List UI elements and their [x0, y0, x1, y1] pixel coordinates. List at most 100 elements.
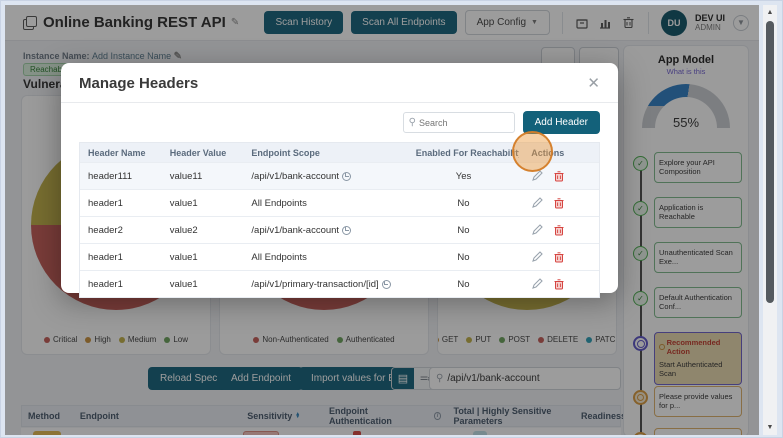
scope-cell: All Endpoints [251, 251, 307, 263]
delete-header-icon[interactable] [553, 251, 565, 263]
edit-header-icon[interactable] [531, 170, 544, 182]
table-view-button[interactable]: ▤ [392, 368, 414, 389]
scope-info-icon[interactable] [342, 225, 352, 235]
delete-header-icon[interactable] [553, 170, 565, 182]
legend-label: High [94, 335, 111, 344]
scope-info-icon[interactable] [381, 279, 391, 289]
headers-table: Header Name Header Value Endpoint Scope … [79, 142, 600, 298]
col-header-name: Header Name [88, 147, 146, 158]
user-menu-chevron-icon[interactable]: ▼ [733, 14, 749, 31]
instance-name-label: Instance Name: [23, 51, 90, 61]
legend-label: Non-Authenticated [262, 335, 329, 344]
timeline-item-label: Application is Reachable [654, 197, 742, 228]
add-header-button[interactable]: Add Header [522, 111, 600, 134]
scope-cell: All Endpoints [251, 197, 307, 209]
header-row: header1 value1 All Endpoints No [80, 244, 599, 271]
edit-header-icon[interactable] [531, 224, 544, 236]
add-endpoint-button[interactable]: Add Endpoint [219, 367, 304, 390]
legend-dot [253, 336, 260, 343]
recommended-box[interactable]: Recommended Action Start Authenticated S… [654, 332, 742, 385]
legend-dot [466, 336, 473, 343]
scroll-down-icon[interactable]: ▼ [766, 424, 774, 431]
page-title: Online Banking REST API [43, 14, 226, 31]
col-method[interactable]: Method [28, 411, 60, 421]
import-bolt-button[interactable]: Import values for Bolt [299, 367, 418, 390]
copy-icon[interactable] [23, 16, 37, 30]
legend-dot [538, 336, 545, 343]
severity-legend: Critical High Medium Low [22, 335, 210, 344]
archive-icon[interactable] [575, 15, 590, 30]
enabled-cell: No [457, 197, 470, 209]
legend-dot [336, 336, 343, 343]
sort-icon[interactable]: ▲▼ [295, 411, 301, 420]
legend-label: Medium [127, 335, 157, 344]
instance-name-value[interactable]: Add Instance Name [92, 51, 172, 61]
col-params[interactable]: Total | Highly Sensitive Parameters [453, 406, 552, 426]
scrollbar-thumb[interactable] [766, 21, 774, 303]
what-is-this-link[interactable]: What is this [666, 67, 706, 76]
scope-cell: /api/v1/bank-account [251, 224, 340, 236]
analytics-icon[interactable] [598, 15, 613, 30]
enabled-cell: Yes [455, 170, 472, 182]
instance-name-row: Instance Name: Add Instance Name ✎ [23, 51, 182, 62]
scope-cell: /api/v1/primary-transaction/[id] [251, 278, 379, 290]
legend-label: PATCH [595, 335, 616, 344]
header-value-cell: value2 [169, 224, 198, 236]
app-config-label: App Config [476, 17, 527, 28]
scan-all-endpoints-button[interactable]: Scan All Endpoints [351, 11, 457, 34]
edit-instance-icon[interactable]: ✎ [173, 51, 182, 62]
window-scrollbar[interactable]: ▲ ▼ [763, 5, 777, 435]
user-name: DEV UI [694, 12, 725, 23]
manage-headers-modal: Manage Headers ✕ ⚲ Add Header Header Nam… [61, 63, 618, 298]
edit-header-icon[interactable] [531, 251, 544, 263]
methods-legend: GET PUT POST DELETE PATCH [438, 335, 616, 344]
col-sensitivity[interactable]: Sensitivity ▲ ▼ [247, 411, 301, 421]
delete-header-icon[interactable] [553, 224, 565, 236]
header-value-cell: value11 [169, 170, 203, 182]
endpoint-search: ⚲ [429, 367, 621, 390]
legend-label: POST [508, 335, 531, 344]
col-endpoint-auth[interactable]: Endpoint Authentication i [323, 406, 448, 426]
header-name-cell: header111 [88, 170, 133, 182]
scope-info-icon[interactable] [342, 171, 352, 181]
header-value-cell: value1 [169, 278, 198, 290]
search-icon: ⚲ [408, 117, 416, 128]
delete-header-icon[interactable] [553, 197, 565, 209]
legend-label: PUT [475, 335, 492, 344]
delete-app-icon[interactable] [621, 15, 636, 30]
timeline-item-label: Please provide values for p... [654, 386, 742, 417]
clock-icon [659, 344, 665, 351]
app-model-gauge: 55% [642, 84, 730, 130]
edit-header-icon[interactable] [531, 278, 544, 290]
scan-history-button[interactable]: Scan History [264, 11, 344, 34]
legend-label: GET [441, 335, 459, 344]
search-icon: ⚲ [436, 373, 444, 384]
enabled-cell: No [457, 224, 470, 236]
header-value-cell: value1 [169, 197, 198, 209]
header-search-input[interactable] [418, 117, 509, 128]
reload-spec-button[interactable]: Reload Spec [148, 367, 230, 390]
timeline-item-label: Explore your API Composition [654, 152, 742, 183]
legend-label: DELETE [547, 335, 579, 344]
check-icon: ✓ [633, 201, 648, 216]
col-endpoint[interactable]: Endpoint [79, 411, 119, 421]
delete-header-icon[interactable] [553, 278, 565, 290]
scroll-up-icon[interactable]: ▲ [766, 9, 774, 16]
app-config-dropdown[interactable]: App Config ▼ [464, 10, 550, 35]
edit-title-icon[interactable]: ✎ [230, 17, 240, 28]
header-name-cell: header2 [88, 224, 123, 236]
header-name-cell: header1 [88, 197, 123, 209]
check-icon: ✓ [633, 156, 648, 171]
user-avatar[interactable]: DU [660, 9, 687, 36]
legend-dot [164, 336, 171, 343]
check-icon: ✓ [633, 291, 648, 306]
edit-header-icon[interactable] [531, 197, 544, 209]
endpoints-table-row[interactable] [21, 428, 621, 435]
close-icon[interactable]: ✕ [587, 75, 600, 92]
col-header-value: Header Value [169, 147, 227, 158]
endpoint-search-input[interactable] [447, 373, 614, 384]
check-icon: ✓ [633, 246, 648, 261]
chevron-down-icon: ▼ [531, 19, 538, 26]
recommended-action-label[interactable]: Start Authenticated Scan [659, 359, 723, 379]
